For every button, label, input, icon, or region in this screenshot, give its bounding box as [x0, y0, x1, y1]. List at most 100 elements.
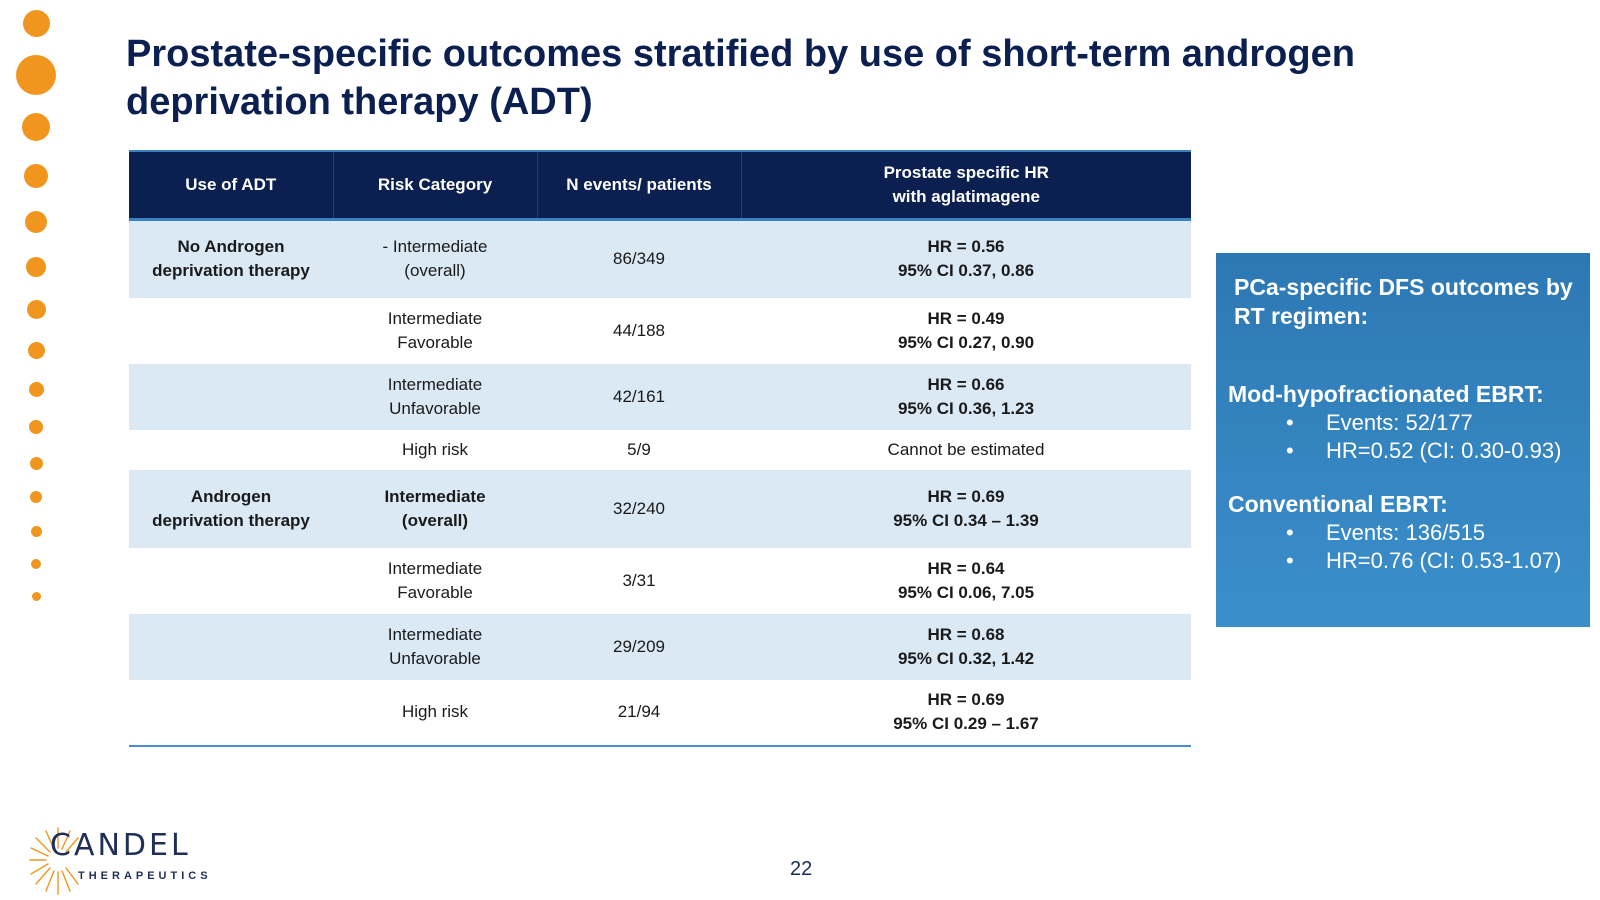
cell-line: deprivation therapy: [152, 261, 310, 281]
logo-wordmark: CANDEL: [50, 828, 191, 863]
page-number: 22: [790, 858, 813, 880]
cell-risk-category: High risk: [333, 430, 537, 470]
cell-n-events: 42/161: [537, 363, 741, 430]
cell-risk-category: Intermediate Favorable: [333, 298, 537, 364]
table-row: Intermediate Unfavorable 29/209 HR = 0.68 95…: [129, 613, 1191, 680]
cell-use-of-adt: [129, 363, 333, 430]
cell-line: Cannot be estimated: [887, 439, 1045, 459]
table-row: Intermediate Favorable 3/31 HR = 0.64 95% CI…: [129, 548, 1191, 614]
cell-prostate-hr: HR = 0.49 95% CI 0.27, 0.90: [741, 298, 1191, 364]
cell-n-events: 5/9: [627, 439, 651, 459]
cell-use-of-adt: [129, 613, 333, 680]
header-hr-line: Prostate specific HR: [883, 163, 1049, 182]
cell-line: 95% CI 0.37, 0.86: [897, 261, 1035, 281]
header-use-of-adt: Use of ADT: [129, 150, 334, 221]
logo-subtitle: THERAPEUTICS: [78, 870, 212, 882]
cell-line: deprivation therapy: [152, 510, 310, 530]
cell-line: HR = 0.69: [927, 486, 1005, 506]
cell-prostate-hr: HR = 0.66 95% CI 0.36, 1.23: [741, 363, 1191, 430]
adt-outcomes-table: Use of ADT Risk Category N events/ patie…: [129, 150, 1191, 747]
decorative-dot: [22, 113, 50, 141]
header-prostate-hr: Prostate specific HR with aglatimagene: [741, 150, 1191, 221]
cell-line: Intermediate: [387, 308, 483, 328]
cell-n-events: 44/188: [613, 320, 665, 340]
decorative-dot: [22, 9, 50, 37]
sunburst-icon: [29, 827, 79, 895]
decorative-dot: [31, 559, 41, 569]
cell-use-of-adt: No Androgen deprivation therapy: [129, 219, 333, 298]
candel-logo: CANDEL THERAPEUTICS: [28, 826, 208, 896]
list-item: Events: 136/515: [1286, 519, 1561, 547]
table-row: High risk 21/94 HR = 0.69 95% CI 0.29 – 1.6…: [129, 679, 1191, 747]
table-row: No Androgen deprivation therapy - Intermed…: [129, 219, 1191, 298]
cell-line: Intermediate: [384, 486, 486, 506]
cell-line: 95% CI 0.27, 0.90: [897, 332, 1035, 352]
mod-hypo-ebrt-list: Events: 52/177 HR=0.52 (CI: 0.30-0.93): [1286, 409, 1561, 465]
cell-line: HR = 0.66: [927, 374, 1005, 394]
table-header-row: Use of ADT Risk Category N events/ patie…: [129, 150, 1191, 221]
cell-line: Intermediate: [387, 558, 483, 578]
cell-line: HR = 0.56: [927, 237, 1005, 257]
rt-panel-heading: PCa-specific DFS outcomes by RT regimen:: [1234, 274, 1573, 329]
cell-line: High risk: [401, 702, 469, 721]
table-row: Androgen deprivation therapy Intermediate (…: [129, 469, 1191, 548]
header-risk-category: Risk Category: [333, 150, 538, 221]
table-row: High risk 5/9 Cannot be estimated: [129, 430, 1191, 470]
conventional-ebrt-list: Events: 136/515 HR=0.76 (CI: 0.53-1.07): [1286, 519, 1561, 575]
decorative-dot: [31, 591, 41, 601]
cell-prostate-hr: Cannot be estimated: [741, 430, 1191, 470]
decorative-dots: [0, 0, 80, 640]
decorative-dot: [29, 456, 43, 470]
header-n-events: N events/ patients: [537, 150, 742, 221]
cell-n-events: 32/240: [537, 469, 741, 548]
decorative-dot: [30, 491, 42, 503]
cell-n-events: 86/349: [537, 219, 741, 298]
cell-n-events: 21/94: [537, 679, 741, 747]
list-item: Events: 52/177: [1286, 409, 1561, 437]
cell-prostate-hr: HR = 0.69 95% CI 0.29 – 1.67: [741, 679, 1191, 747]
cell-line: 95% CI 0.36, 1.23: [897, 398, 1035, 418]
decorative-dot: [27, 341, 45, 359]
cell-line: (overall): [401, 510, 469, 530]
cell-line: Androgen: [190, 486, 272, 506]
cell-use-of-adt: Androgen deprivation therapy: [129, 469, 333, 548]
cell-line: High risk: [401, 439, 469, 459]
cell-line: 95% CI 0.34 – 1.39: [893, 510, 1039, 530]
rt-regimen-panel: PCa-specific DFS outcomes by RT regimen:…: [1216, 253, 1590, 627]
cell-use-of-adt: [129, 548, 333, 614]
table-row: Intermediate Favorable 44/188 HR = 0.49 95% …: [129, 298, 1191, 364]
cell-line: Favorable: [397, 582, 473, 602]
decorative-dot: [29, 420, 43, 434]
cell-risk-category: Intermediate (overall): [333, 469, 537, 548]
cell-line: HR = 0.64: [927, 558, 1005, 578]
cell-line: - Intermediate: [382, 237, 488, 257]
cell-n-events: 29/209: [537, 613, 741, 680]
cell-prostate-hr: HR = 0.69 95% CI 0.34 – 1.39: [741, 469, 1191, 548]
decorative-dot: [30, 525, 42, 537]
cell-line: Unfavorable: [389, 648, 481, 668]
cell-line: HR = 0.68: [927, 624, 1005, 644]
decorative-dot: [28, 381, 44, 397]
cell-line: Favorable: [397, 332, 473, 352]
cell-line: HR = 0.69: [927, 690, 1005, 709]
decorative-dot: [26, 299, 46, 319]
cell-line: Unfavorable: [389, 398, 481, 418]
mod-hypo-ebrt-title: Mod-hypofractionated EBRT:: [1228, 381, 1544, 407]
cell-use-of-adt: [129, 679, 333, 747]
cell-line: (overall): [404, 261, 466, 281]
cell-line: 95% CI 0.32, 1.42: [897, 648, 1035, 668]
cell-line: HR = 0.49: [927, 308, 1005, 328]
table-row: Intermediate Unfavorable 42/161 HR = 0.66 95…: [129, 363, 1191, 430]
decorative-dot: [25, 211, 47, 233]
cell-risk-category: Intermediate Unfavorable: [333, 363, 537, 430]
list-item: HR=0.76 (CI: 0.53-1.07): [1286, 547, 1561, 575]
list-item: HR=0.52 (CI: 0.30-0.93): [1286, 437, 1561, 465]
header-hr-line: with aglatimagene: [892, 187, 1040, 206]
cell-risk-category: Intermediate Unfavorable: [333, 613, 537, 680]
decorative-dot: [26, 257, 46, 277]
slide-title: Prostate-specific outcomes stratified by…: [126, 33, 1355, 123]
cell-risk-category: - Intermediate (overall): [333, 219, 537, 298]
cell-n-events: 3/31: [622, 570, 656, 590]
conventional-ebrt-title: Conventional EBRT:: [1228, 491, 1448, 517]
decorative-dot: [24, 164, 48, 188]
